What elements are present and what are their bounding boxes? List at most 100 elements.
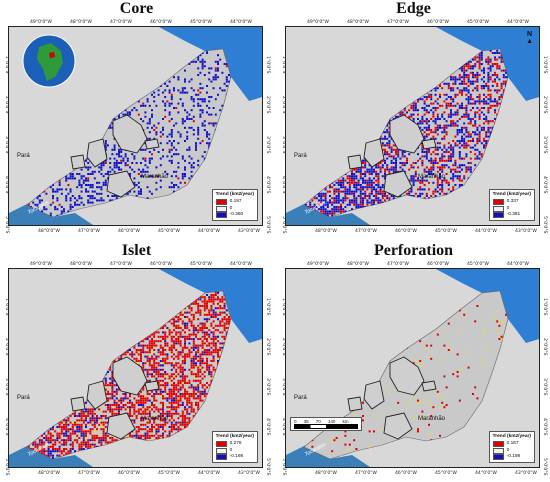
legend-swatch [215,205,227,212]
longitude-tick-bottom: 47°0'0"W [78,228,100,234]
legend-value: -0.198 [229,453,244,459]
map-panel-perforation: Perforation 49°0'0"W 48°0'0"W 47°0'0"W 46°0'… [277,242,550,482]
north-arrow-icon: N ▲ [526,31,533,45]
map-frame: 0 35 70 140 km Pará Maranhão Tocantins Trend (km… [285,268,540,468]
longitude-tick-top: 48°0'0"W [347,261,369,267]
tocantins-river [9,203,93,225]
legend-value: 0.337 [506,199,519,205]
longitude-tick-bottom: 46°0'0"W [395,470,417,476]
protected-area-outline [86,380,108,410]
longitude-tick-top: 45°0'0"W [467,261,489,267]
latitude-tick-left: 4°0'0"S [4,418,10,435]
legend-title: Trend (km2/year) [215,192,254,198]
place-label-maranhao: Maranhão [141,416,169,422]
protected-area-outline [389,356,425,396]
legend-row: 0.337 [492,199,531,206]
graticule-labels: 49°0'0"W 48°0'0"W 47°0'0"W 46°0'0"W 45°0'0"W… [281,261,548,476]
latitude-tick-left: 3°0'0"S [4,136,10,153]
panel-title: Core [119,0,154,17]
scale-tick: 0 [294,419,297,424]
latitude-tick-right: 5°0'0"S [265,216,271,233]
legend-swatch [215,441,227,448]
place-label-para: Pará [17,153,30,159]
longitude-tick-bottom: 45°0'0"W [158,470,180,476]
graticule-labels: 49°0'0"W 48°0'0"W 47°0'0"W 46°0'0"W 45°0'0"W… [4,261,271,476]
longitude-tick-bottom: 43°0'0"W [515,228,537,234]
protected-area-outline [421,380,437,392]
protected-area-outline [70,396,86,412]
latitude-tick-right: 3°0'0"S [265,136,271,153]
latitude-tick-left: 1°0'0"S [4,56,10,73]
tocantins-river [286,445,370,467]
legend-swatch [492,453,504,460]
longitude-tick-bottom: 47°0'0"W [78,470,100,476]
latitude-tick-right: 1°0'0"S [265,56,271,73]
longitude-tick-bottom: 46°0'0"W [118,470,140,476]
trend-legend: Trend (km2/year) 0.337 0 -0.381 [488,189,535,221]
latitude-tick-left: 2°0'0"S [281,338,287,355]
longitude-tick-top: 47°0'0"W [110,19,132,25]
longitude-tick-bottom: 48°0'0"W [315,228,337,234]
protected-area-outline [70,154,86,170]
longitude-tick-bottom: 43°0'0"W [238,228,260,234]
latitude-tick-right: 4°0'0"S [265,176,271,193]
latitude-tick-left: 5°0'0"S [4,458,10,475]
longitude-tick-top: 49°0'0"W [30,261,52,267]
legend-row: -0.381 [492,212,531,218]
latitude-tick-right: 4°0'0"S [265,418,271,435]
legend-row: 0 [215,205,254,212]
legend-row: 0.167 [492,441,531,448]
longitude-tick-bottom: 48°0'0"W [38,228,60,234]
longitude-tick-bottom: 44°0'0"W [475,228,497,234]
protected-area-outline [347,154,363,170]
latitude-tick-left: 5°0'0"S [281,216,287,233]
protected-area-outline [347,396,363,412]
latitude-tick-right: 1°0'0"S [265,298,271,315]
protected-area-outline [389,114,425,154]
legend-swatch [492,199,504,206]
latitude-tick-right: 5°0'0"S [265,458,271,475]
legend-row: 0 [215,448,254,454]
graticule-labels: 49°0'0"W 48°0'0"W 47°0'0"W 46°0'0"W 45°0'0"W… [281,19,548,234]
ocean [159,27,262,101]
place-label-para: Pará [294,153,307,159]
protected-area-outline [383,412,413,440]
protected-area-outline [106,412,136,440]
place-label-maranhao: Maranhão [418,174,446,180]
latitude-tick-right: 4°0'0"S [542,176,548,193]
protected-area-outline [112,114,148,154]
place-label-maranhao: Maranhão [418,416,446,422]
map-panel-core: Core 49°0'0"W 48°0'0"W 47°0'0"W 46°0'0"W 45°0… [0,0,273,240]
legend-swatch [215,211,227,218]
longitude-tick-top: 47°0'0"W [110,261,132,267]
longitude-tick-top: 46°0'0"W [150,19,172,25]
legend-value: 0.197 [229,199,242,205]
legend-swatch [215,199,227,206]
longitude-tick-top: 44°0'0"W [230,19,252,25]
longitude-tick-bottom: 45°0'0"W [435,228,457,234]
longitude-tick-top: 44°0'0"W [230,261,252,267]
scale-unit: km [342,419,349,424]
latitude-tick-left: 3°0'0"S [281,378,287,395]
scale-tick: 35 [303,419,309,424]
protected-area-outline [383,170,413,198]
latitude-tick-left: 5°0'0"S [4,216,10,233]
tocantins-river [286,203,370,225]
map-canvas [286,269,539,467]
panel-title: Perforation [373,242,454,259]
locator-globe [22,34,76,88]
legend-value: -0.198 [506,453,521,459]
legend-row: 0.276 [215,441,254,448]
latitude-tick-right: 2°0'0"S [542,338,548,355]
north-label: N [527,31,533,38]
legend-row: -0.198 [492,453,531,460]
place-label-para: Pará [294,395,307,401]
latitude-tick-right: 3°0'0"S [542,378,548,395]
legend-value: -0.360 [229,211,244,217]
longitude-tick-top: 47°0'0"W [387,261,409,267]
latitude-tick-right: 5°0'0"S [542,458,548,475]
longitude-tick-top: 49°0'0"W [307,261,329,267]
legend-value: 0 [506,447,510,453]
latitude-tick-right: 2°0'0"S [265,96,271,113]
latitude-tick-left: 5°0'0"S [281,458,287,475]
